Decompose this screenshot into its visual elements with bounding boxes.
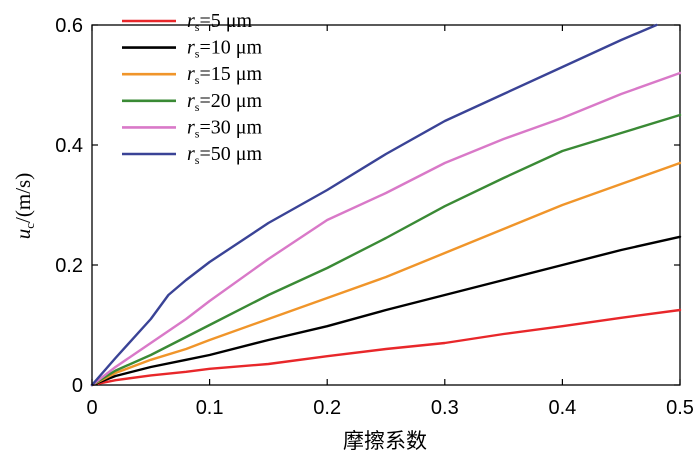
series-line <box>90 113 682 387</box>
x-tick-label: 0.3 <box>431 397 459 419</box>
y-axis-label: uc/(m/s) <box>11 173 37 239</box>
series-lines <box>90 23 682 387</box>
y-tick-label: 0.4 <box>55 135 83 157</box>
y-tick-label: 0.6 <box>55 15 83 37</box>
series-line <box>90 23 658 387</box>
legend-label: rs=20 μm <box>187 90 262 114</box>
legend-label: rs=30 μm <box>187 116 262 140</box>
series-line <box>90 308 682 387</box>
y-tick-label: 0.2 <box>55 255 83 277</box>
y-tick-label: 0 <box>72 375 83 397</box>
x-tick-label: 0.1 <box>196 397 224 419</box>
legend-label: rs=5 μm <box>187 10 252 34</box>
plot-frame <box>91 24 681 386</box>
x-tick-label: 0.4 <box>548 397 576 419</box>
x-axis-label: 摩擦系数 <box>343 429 427 453</box>
x-tick-label: 0 <box>86 397 97 419</box>
series-line <box>90 71 682 387</box>
plot-area <box>91 24 681 386</box>
series-line <box>90 235 682 387</box>
axes: 0 0.1 0.2 0.3 0.4 0.5 0 0.2 0.4 0.6 <box>55 15 694 419</box>
series-line <box>90 161 682 387</box>
legend-label: rs=50 μm <box>187 143 262 167</box>
x-tick-label: 0.2 <box>313 397 341 419</box>
legend-label: rs=15 μm <box>187 63 262 87</box>
legend-label: rs=10 μm <box>187 37 262 61</box>
x-tick-label: 0.5 <box>666 397 694 419</box>
